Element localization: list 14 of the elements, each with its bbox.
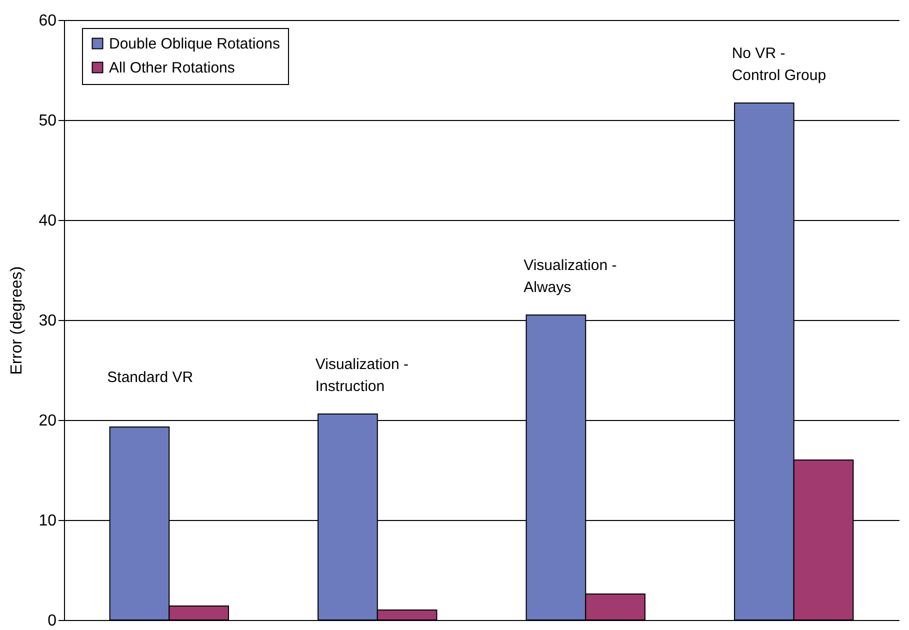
y-tick-label: 60 — [38, 12, 57, 30]
x-tick-label: Standard VR — [107, 369, 194, 386]
y-axis-title: Error (degrees) — [8, 266, 26, 375]
legend-label: Double Oblique Rotations — [109, 36, 280, 52]
y-tick-label: 50 — [38, 112, 57, 130]
y-tick-label: 20 — [38, 412, 57, 430]
y-tick-label: 40 — [38, 212, 57, 230]
legend-label: All Other Rotations — [109, 60, 235, 76]
y-tick-label: 30 — [38, 312, 57, 330]
x-tick-label: No VR - Control Group — [732, 45, 826, 84]
x-tick-label: Visualization - Instruction — [315, 356, 408, 395]
y-tick-label: 10 — [38, 512, 57, 530]
y-tick-label: 0 — [48, 612, 57, 630]
x-tick-label: Visualization - Always — [524, 257, 617, 296]
